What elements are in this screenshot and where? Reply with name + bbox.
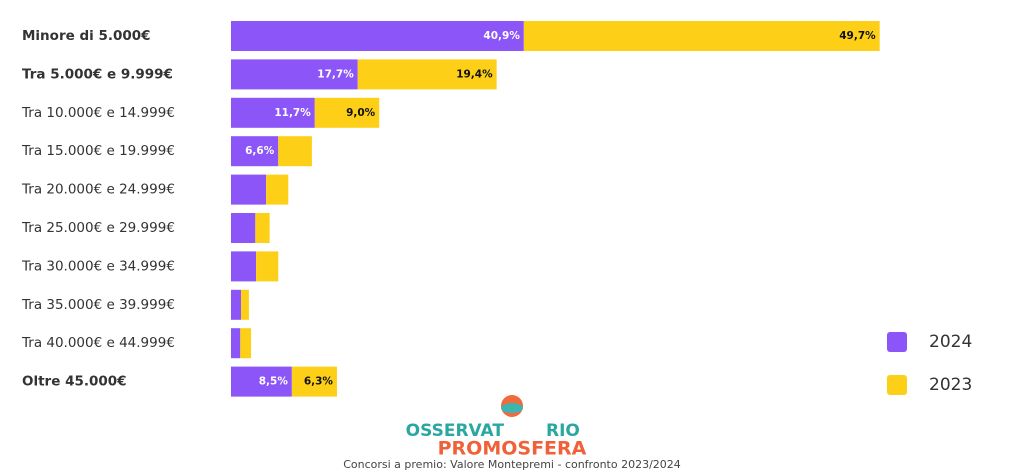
logo: OSSERVAT RIO PROMOSFERA xyxy=(406,395,587,460)
bar-segment xyxy=(278,136,312,167)
category-label: Tra 35.000€ e 39.999€ xyxy=(21,297,175,313)
bar-segment xyxy=(231,136,279,167)
category-label: Tra 15.000€ e 19.999€ xyxy=(21,143,175,159)
category-label: Tra 20.000€ e 24.999€ xyxy=(21,182,175,198)
bar-segment xyxy=(231,213,256,243)
value-label: 9,0% xyxy=(346,107,376,119)
bar-segment xyxy=(241,289,249,320)
value-label: 11,7% xyxy=(274,107,311,119)
value-label: 6,3% xyxy=(304,376,334,388)
category-label: Tra 40.000€ e 44.999€ xyxy=(21,335,175,351)
category-label: Tra 25.000€ e 29.999€ xyxy=(21,220,175,236)
bar-segment xyxy=(231,366,292,397)
legend-swatch xyxy=(887,375,907,395)
category-label: Oltre 45.000€ xyxy=(22,374,127,390)
bar-segment xyxy=(357,59,497,90)
category-label: Tra 30.000€ e 34.999€ xyxy=(21,258,175,274)
category-label: Tra 5.000€ e 9.999€ xyxy=(22,66,173,82)
bar-segment xyxy=(231,289,242,320)
bar-segment xyxy=(266,174,289,205)
value-label: 6,6% xyxy=(245,145,275,157)
bar-segment xyxy=(231,59,358,90)
logo-icon xyxy=(501,403,523,413)
bar-segment xyxy=(255,213,270,243)
legend-swatch xyxy=(887,332,907,352)
caption: Concorsi a premio: Valore Montepremi - c… xyxy=(343,458,681,471)
logo-text: RIO xyxy=(546,421,580,441)
category-label: Tra 10.000€ e 14.999€ xyxy=(21,105,175,121)
logo-text: PROMOSFERA xyxy=(438,438,587,460)
bar-segment xyxy=(256,251,279,282)
bar-segment xyxy=(291,366,337,397)
value-label: 19,4% xyxy=(456,68,493,80)
bar-segment xyxy=(523,21,880,51)
logo-text: OSSERVAT xyxy=(406,421,505,441)
value-label: 17,7% xyxy=(317,68,354,80)
value-label: 49,7% xyxy=(839,30,876,42)
bar-segment xyxy=(231,97,315,128)
value-label: 8,5% xyxy=(259,376,289,388)
bar-segment xyxy=(231,174,267,205)
bar-segment xyxy=(240,328,252,359)
legend-label: 2024 xyxy=(929,332,972,352)
bar-segment xyxy=(231,328,241,359)
legend-label: 2023 xyxy=(929,375,972,395)
bar-segment xyxy=(314,97,380,128)
category-label: Minore di 5.000€ xyxy=(22,28,151,44)
bar-segment xyxy=(231,21,524,51)
value-label: 40,9% xyxy=(483,30,520,42)
bar-segment xyxy=(231,251,257,282)
